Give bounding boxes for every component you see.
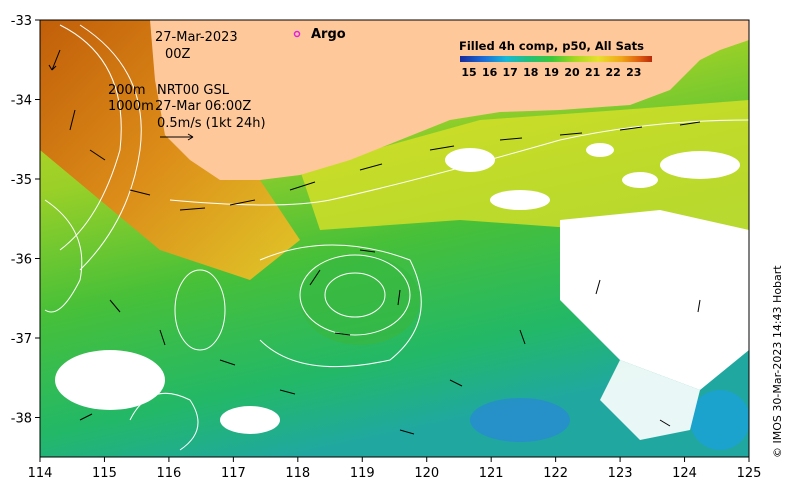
plot-frame bbox=[39, 19, 750, 458]
argo-legend-label: Argo bbox=[311, 27, 346, 42]
lon-tick-label: 119 bbox=[350, 466, 375, 481]
current-vectors bbox=[48, 49, 701, 435]
sst-tick-label: 19 bbox=[544, 66, 559, 79]
sst-tick-label: 16 bbox=[482, 66, 498, 79]
depth-200m-label: 200m bbox=[108, 83, 145, 98]
lat-tick-label: -38 bbox=[11, 412, 32, 427]
lat-tick-label: -36 bbox=[11, 253, 32, 268]
sst-tick-label: 21 bbox=[585, 66, 600, 79]
scale-arrow-label: 0.5m/s (1kt 24h) bbox=[157, 116, 266, 131]
lat-tick-label: -37 bbox=[11, 332, 32, 347]
sst-blue-patch bbox=[470, 398, 570, 442]
lon-tick-label: 117 bbox=[221, 466, 246, 481]
lon-tick-label: 115 bbox=[92, 466, 117, 481]
sst-warm-current bbox=[40, 20, 300, 280]
depth-1000m-label: 1000m bbox=[108, 99, 154, 114]
lon-tick-label: 124 bbox=[672, 466, 697, 481]
lon-tick-label: 116 bbox=[156, 466, 181, 481]
sst-cool-eddy bbox=[300, 255, 420, 345]
current-contours bbox=[44, 24, 749, 451]
lat-tick-label: -33 bbox=[11, 14, 32, 29]
lon-tick-label: 114 bbox=[28, 466, 53, 481]
argo-float-marker bbox=[293, 30, 301, 38]
lon-tick-label: 123 bbox=[608, 466, 633, 481]
plot-area bbox=[40, 20, 749, 457]
current-product-label: NRT00 GSL bbox=[157, 83, 230, 98]
lon-tick-label: 118 bbox=[285, 466, 310, 481]
land-east-tip bbox=[690, 20, 749, 70]
sst-colorbar bbox=[460, 56, 652, 62]
sst-blue-patch-east bbox=[690, 390, 749, 450]
date-label: 27-Mar-2023 bbox=[155, 30, 238, 45]
sst-tick-label: 17 bbox=[503, 66, 518, 79]
latitude-axis: -33 -34 -35 -36 -37 -38 bbox=[11, 14, 40, 427]
lon-tick-label: 122 bbox=[543, 466, 568, 481]
lat-tick-label: -35 bbox=[11, 173, 32, 188]
credit-label: © IMOS 30-Mar-2023 14:43 Hobart bbox=[771, 265, 784, 458]
lat-tick-label: -34 bbox=[11, 94, 32, 109]
sst-tick-label: 22 bbox=[606, 66, 621, 79]
current-time-label: 27-Mar 06:00Z bbox=[155, 99, 251, 114]
sst-colorbar-title: Filled 4h comp, p50, All Sats bbox=[459, 39, 644, 53]
lon-tick-label: 121 bbox=[479, 466, 504, 481]
lon-tick-label: 120 bbox=[414, 466, 439, 481]
sst-tick-label: 15 bbox=[461, 66, 476, 79]
scale-arrow-icon bbox=[160, 133, 194, 141]
cloud-gaps bbox=[55, 143, 749, 440]
sst-tick-label: 18 bbox=[523, 66, 538, 79]
time-label: 00Z bbox=[165, 47, 191, 62]
sst-tick-label: 23 bbox=[626, 66, 641, 79]
lon-tick-label: 125 bbox=[737, 466, 762, 481]
longitude-axis: 114 115 116 117 118 119 120 121 122 123 124 125 bbox=[28, 457, 762, 481]
sst-tick-label: 20 bbox=[564, 66, 580, 79]
sst-colorbar-ticks: 15 16 17 18 19 20 21 22 23 bbox=[461, 66, 641, 79]
